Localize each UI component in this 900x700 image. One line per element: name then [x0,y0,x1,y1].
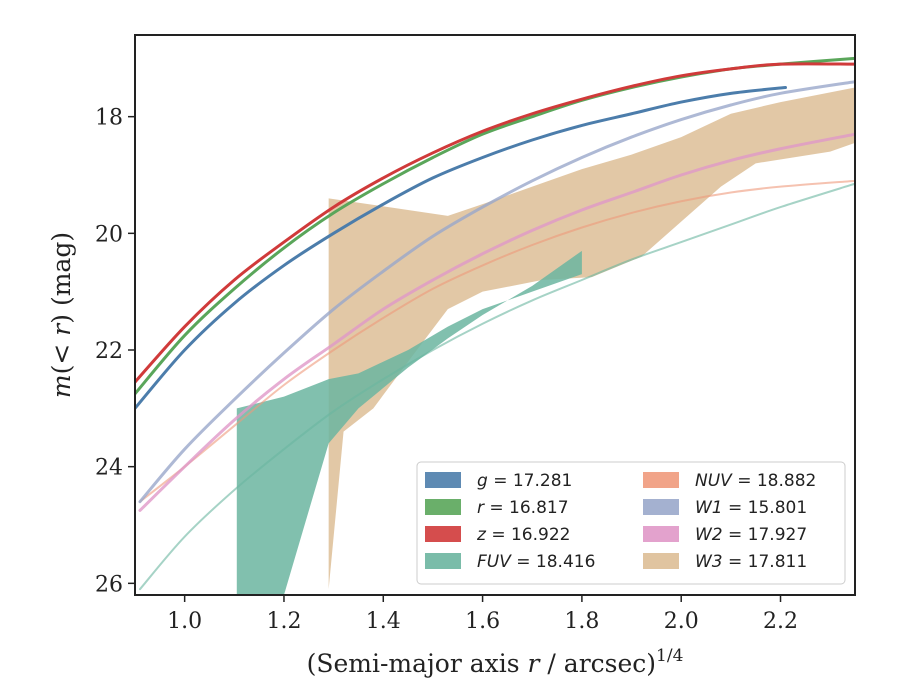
axes: 1.0 1.2 1.4 1.6 1.8 2.0 2.2 18 20 22 24 26 [95,34,856,634]
x-tick-label: 2.0 [664,609,699,634]
legend-swatch-r [425,499,461,515]
legend-swatch-z [425,526,461,542]
legend-swatch-w3 [643,553,679,569]
legend-label-r: r = 16.817 [477,498,569,518]
series-line-w2 [138,132,855,512]
axes-frame [134,34,856,596]
series-line-w1 [138,80,855,504]
y-tick-label: 22 [95,339,123,364]
x-tick-label: 1.8 [564,609,599,634]
series-line-z [135,62,855,384]
y-axis-label: m(< r) (mag) [47,232,76,398]
band-w3 [328,87,855,590]
legend-label-w1: W1 = 15.801 [695,498,807,518]
legend-box [416,461,846,585]
series-line-fuv [138,182,855,591]
x-tick-label: 1.4 [366,609,401,634]
x-tick-label: 1.0 [167,609,202,634]
legend-label-w3: W3 = 17.811 [695,552,807,572]
x-tick-label: 2.2 [763,609,798,634]
legend-swatch-g [425,472,461,488]
legend-label-w2: W2 = 17.927 [695,525,807,545]
plot-area [135,56,855,595]
x-tick-label: 1.2 [266,609,301,634]
legend-swatch-w1 [643,499,679,515]
legend-label-nuv: NUV = 18.882 [695,471,816,491]
band-fuv [236,250,582,595]
y-tick-label: 20 [95,222,123,247]
legend-label-z: z = 16.922 [476,525,570,545]
legend-swatch-fuv [425,553,461,569]
series-line-nuv [138,179,855,503]
x-tick-label: 1.6 [465,609,500,634]
x-axis-label: (Semi-major axis r / arcsec)1/4 [307,646,684,678]
legend-swatch-nuv [643,472,679,488]
legend-label-fuv: FUV = 18.416 [477,552,595,572]
y-tick-label: 24 [95,456,123,481]
y-tick-label: 18 [95,106,123,131]
series-line-g [135,86,787,410]
legend-label-g: g = 17.281 [477,471,572,491]
legend-swatch-w2 [643,526,679,542]
y-tick-label: 26 [95,572,123,597]
legend: g = 17.281 r = 16.817 z = 16.922 FUV = 18.4… [416,461,846,585]
